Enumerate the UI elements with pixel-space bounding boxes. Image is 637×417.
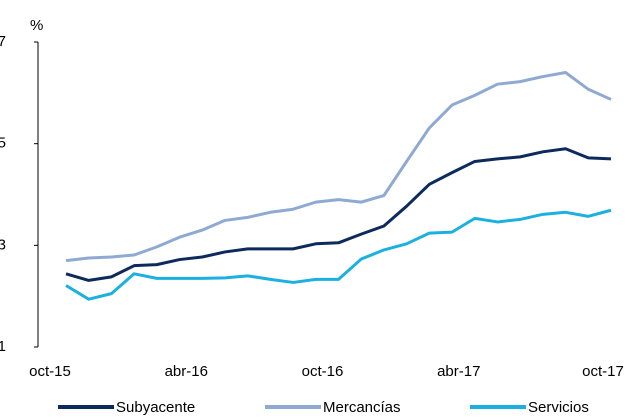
legend-label: Subyacente [116,399,195,416]
series-line [65,208,612,301]
series-line [65,147,612,282]
y-tick-label: 7 [0,33,6,50]
y-axis-label: % [30,17,43,34]
x-tick-label: oct-17 [582,363,624,380]
x-tick-label: abr-17 [437,363,480,380]
series-line [65,71,612,263]
x-tick-label: oct-15 [29,363,71,380]
y-tick-label: 5 [0,135,6,152]
x-tick-label: oct-16 [302,363,344,380]
y-tick-label: 1 [0,338,6,355]
y-tick-label: 3 [0,236,6,253]
legend-label: Mercancías [323,399,401,416]
legend-label: Servicios [528,399,589,416]
x-tick-label: abr-16 [165,363,208,380]
